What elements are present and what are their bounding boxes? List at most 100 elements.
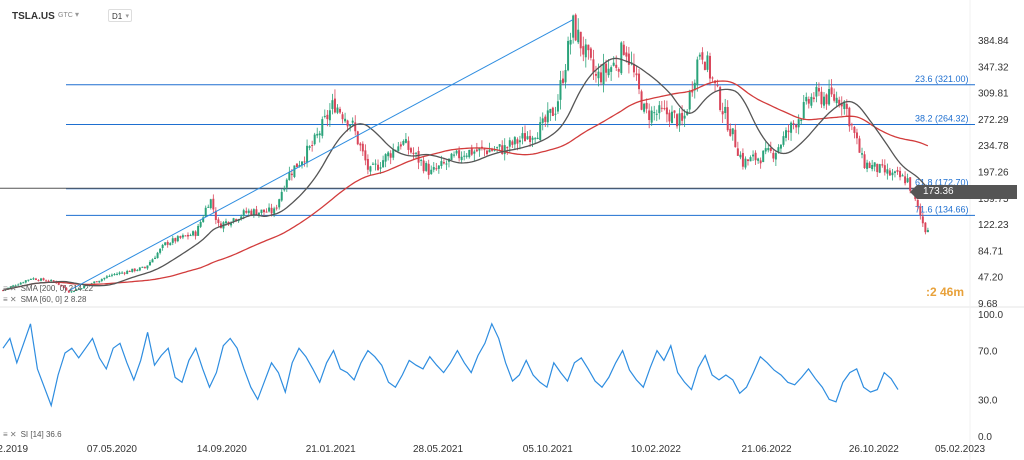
candle-body	[759, 160, 762, 164]
candle-body	[136, 270, 139, 272]
candle-body	[597, 71, 600, 79]
candle-body	[450, 153, 453, 160]
candle-body	[516, 139, 519, 144]
candle-body	[498, 144, 501, 147]
candle-body	[399, 144, 402, 147]
candle-body	[17, 284, 20, 286]
candle-body	[473, 151, 476, 154]
candle-body	[138, 267, 141, 271]
candle-body	[468, 149, 471, 158]
candle-body	[493, 149, 496, 151]
candle-body	[676, 114, 679, 127]
candle-body	[551, 107, 554, 116]
candle-body	[698, 54, 701, 57]
candle-body	[34, 278, 37, 280]
candle-body	[293, 165, 296, 177]
chevron-down-icon[interactable]: ▾	[75, 10, 80, 19]
candle-body	[275, 207, 278, 209]
candle-body	[501, 145, 504, 155]
candle-body	[425, 163, 428, 171]
candle-body	[247, 210, 250, 213]
candles-group	[2, 13, 929, 293]
y-tick-label: 159.75	[978, 194, 1009, 205]
candle-body	[202, 217, 205, 222]
candle-body	[524, 133, 526, 142]
candle-body	[496, 147, 499, 149]
candle-body	[199, 222, 202, 227]
candle-body	[731, 128, 734, 135]
candle-body	[214, 210, 217, 221]
candle-body	[503, 145, 506, 155]
timeframe-select[interactable]: D1 ▾	[108, 9, 132, 22]
candle-body	[904, 176, 907, 184]
candle-body	[701, 52, 704, 60]
candle-body	[392, 149, 395, 158]
candle-body	[463, 155, 466, 157]
sma-legend-label: SMA [200, 0] 214.22	[20, 284, 94, 293]
candle-body	[283, 189, 286, 191]
candle-body	[369, 166, 372, 172]
candle-body	[721, 111, 724, 115]
candle-body	[14, 285, 17, 287]
rsi-line	[2, 322, 899, 408]
candle-body	[919, 206, 922, 216]
candle-body	[850, 124, 853, 126]
candle-body	[351, 120, 354, 123]
sma-60-line	[2, 57, 929, 291]
candle-body	[584, 44, 587, 58]
candle-body	[795, 124, 798, 128]
candle-body	[729, 128, 732, 136]
candle-body	[242, 210, 245, 217]
candle-body	[546, 110, 549, 123]
settings-icon[interactable]: ≡ ✕	[3, 284, 17, 293]
candle-body	[169, 243, 172, 246]
candle-body	[105, 276, 108, 278]
sma-legend[interactable]: ≡ ✕ SMA [200, 0] 214.22	[3, 284, 93, 293]
candle-body	[888, 170, 891, 176]
candle-body	[683, 115, 686, 119]
settings-icon[interactable]: ≡ ✕	[3, 430, 17, 439]
candle-body	[921, 216, 924, 224]
candle-body	[430, 169, 433, 175]
candle-body	[650, 110, 653, 123]
candle-body	[531, 137, 534, 140]
candle-body	[815, 86, 818, 97]
candle-body	[711, 77, 714, 79]
sma-200-line	[2, 80, 929, 291]
candle-body	[754, 152, 757, 161]
candle-body	[559, 80, 562, 100]
candle-body	[615, 64, 618, 68]
trend-line	[69, 19, 574, 291]
candle-body	[308, 146, 311, 148]
rsi-legend[interactable]: ≡ ✕ SI [14] 36.6	[3, 430, 62, 439]
candle-body	[658, 105, 661, 114]
candle-body	[161, 244, 164, 249]
candle-body	[268, 207, 271, 212]
x-tick-label: 05.02.2023	[935, 444, 985, 455]
candle-body	[460, 156, 463, 161]
sma2-legend[interactable]: ≡ ✕ SMA [60, 0] 2 8.28	[3, 295, 86, 304]
candle-body	[174, 238, 177, 242]
candle-body	[774, 153, 777, 160]
candle-body	[328, 110, 331, 121]
candle-body	[230, 223, 233, 226]
candle-body	[143, 267, 146, 269]
candle-body	[602, 63, 605, 85]
settings-icon[interactable]: ≡ ✕	[3, 295, 17, 304]
candle-body	[100, 279, 103, 281]
candle-body	[579, 31, 582, 49]
candle-body	[838, 99, 841, 106]
candle-body	[807, 99, 810, 104]
candle-body	[866, 162, 869, 169]
candle-body	[825, 94, 828, 105]
candle-body	[736, 148, 739, 156]
candle-timer: :2 46m	[926, 285, 965, 299]
candle-body	[873, 162, 876, 167]
candle-body	[151, 259, 154, 263]
candle-body	[607, 68, 610, 76]
candle-body	[724, 106, 727, 114]
candle-body	[726, 107, 729, 131]
candle-body	[57, 282, 60, 285]
candle-body	[116, 273, 119, 275]
